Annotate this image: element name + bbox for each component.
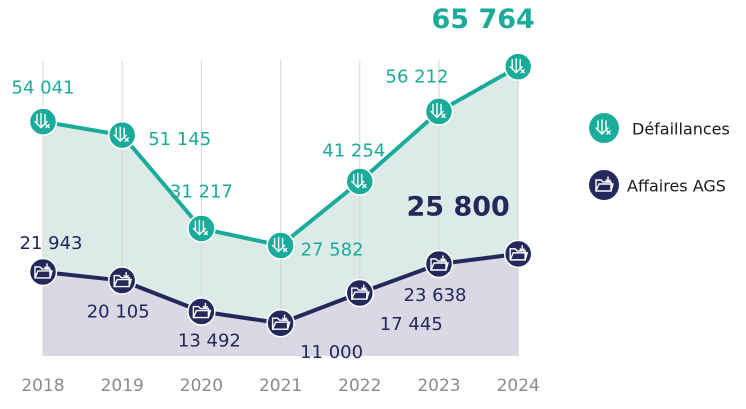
x-tick-label: 2020 bbox=[180, 376, 223, 396]
marker bbox=[345, 167, 375, 196]
marker-icon bbox=[430, 255, 449, 271]
marker bbox=[187, 297, 216, 326]
data-label: 17 445 bbox=[380, 314, 443, 335]
x-tick-label: 2021 bbox=[259, 376, 302, 396]
icon-glyph bbox=[192, 219, 209, 236]
data-label: 13 492 bbox=[178, 331, 241, 352]
marker bbox=[503, 239, 533, 269]
marker-icon bbox=[430, 102, 446, 119]
marker bbox=[187, 214, 216, 243]
icon-glyph bbox=[271, 314, 291, 330]
marker-icon bbox=[509, 245, 529, 261]
marker bbox=[107, 266, 137, 295]
marker-icon bbox=[271, 236, 288, 253]
data-label: 56 212 bbox=[386, 66, 449, 87]
icon-glyph bbox=[34, 112, 50, 129]
x-tick-label: 2023 bbox=[417, 376, 460, 396]
marker bbox=[107, 120, 137, 150]
legend-marker bbox=[589, 170, 619, 200]
marker-icon bbox=[595, 176, 614, 192]
icon-glyph bbox=[113, 271, 133, 288]
data-label: 11 000 bbox=[300, 342, 363, 363]
marker-icon bbox=[271, 314, 291, 330]
data-label: 51 145 bbox=[148, 129, 211, 150]
data-label: 20 105 bbox=[87, 302, 150, 323]
marker-icon bbox=[509, 57, 525, 74]
icon-glyph bbox=[113, 126, 129, 143]
x-tick-label: 2018 bbox=[21, 376, 64, 396]
marker-icon bbox=[192, 219, 209, 236]
icon-glyph bbox=[430, 255, 449, 271]
marker bbox=[503, 52, 533, 81]
icon-glyph bbox=[351, 172, 367, 189]
marker-icon bbox=[34, 263, 53, 279]
data-label: 23 638 bbox=[404, 285, 467, 306]
icon-glyph bbox=[509, 57, 525, 74]
legend-label: Affaires AGS bbox=[627, 177, 726, 196]
marker-icon bbox=[34, 112, 50, 129]
data-label: 54 041 bbox=[12, 78, 75, 99]
x-tick-label: 2024 bbox=[497, 376, 540, 396]
icon-glyph bbox=[351, 284, 370, 300]
marker bbox=[28, 257, 58, 287]
marker-icon bbox=[595, 119, 611, 135]
data-label: 65 764 bbox=[432, 4, 535, 35]
marker bbox=[266, 231, 295, 260]
icon-glyph bbox=[192, 302, 212, 319]
icon-glyph bbox=[271, 236, 288, 253]
data-label: 27 582 bbox=[301, 240, 364, 261]
data-label: 25 800 bbox=[407, 191, 510, 222]
marker-icon bbox=[113, 126, 129, 143]
marker-icon bbox=[351, 172, 367, 189]
icon-glyph bbox=[34, 263, 53, 279]
data-label: 21 943 bbox=[20, 233, 83, 254]
x-tick-label: 2019 bbox=[101, 376, 144, 396]
marker bbox=[345, 278, 375, 308]
legend-label: Défaillances bbox=[632, 120, 730, 139]
data-label: 31 217 bbox=[170, 182, 233, 203]
icon-glyph bbox=[595, 119, 611, 135]
marker bbox=[266, 308, 295, 338]
marker-icon bbox=[351, 284, 370, 300]
x-tick-label: 2022 bbox=[338, 376, 381, 396]
legend-marker bbox=[589, 113, 619, 143]
marker bbox=[28, 107, 58, 136]
icon-glyph bbox=[430, 102, 446, 119]
data-label: 41 254 bbox=[322, 140, 385, 161]
marker bbox=[424, 249, 454, 279]
marker-icon bbox=[192, 302, 212, 319]
marker bbox=[424, 97, 454, 126]
icon-glyph bbox=[595, 176, 614, 192]
marker-icon bbox=[113, 271, 133, 288]
icon-glyph bbox=[509, 245, 529, 261]
